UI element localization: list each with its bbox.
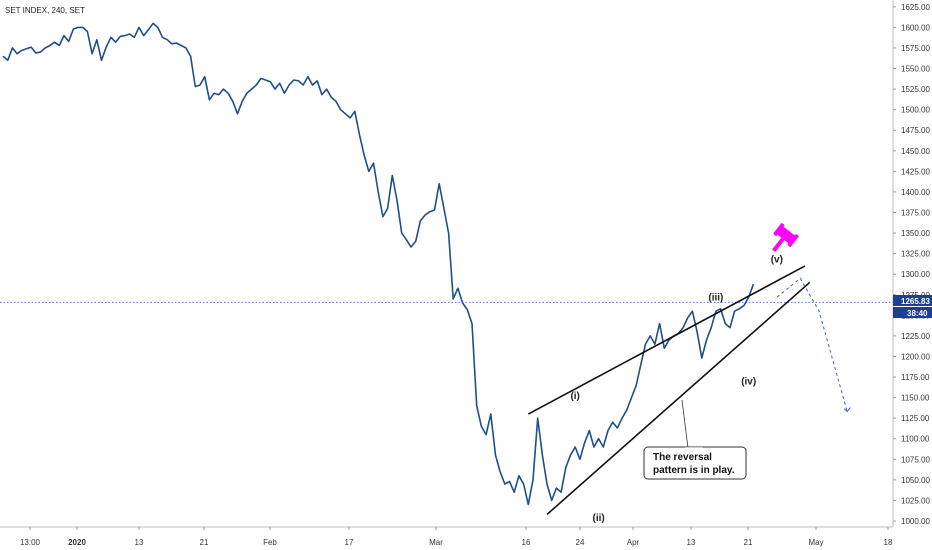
x-tick-label: 13 xyxy=(135,538,144,547)
countdown-label: 38:40 xyxy=(907,309,928,318)
callout-line-2: pattern is in play. xyxy=(653,465,735,476)
x-tick-label: 13 xyxy=(687,538,696,547)
y-tick-label: 1300.00 xyxy=(901,270,930,279)
y-tick-label: 1225.00 xyxy=(901,332,930,341)
x-tick-label: 2020 xyxy=(68,538,86,547)
y-tick-label: 1000.00 xyxy=(901,517,930,526)
x-tick-label: May xyxy=(808,538,823,547)
y-tick-label: 1550.00 xyxy=(901,65,930,74)
wave-label: (ii) xyxy=(593,513,605,524)
x-tick-label: Mar xyxy=(429,538,443,547)
x-tick-label: 21 xyxy=(200,538,209,547)
y-tick-label: 1500.00 xyxy=(901,106,930,115)
callout-box: The reversal pattern is in play. xyxy=(643,399,747,480)
projection-arrowhead xyxy=(843,407,851,413)
x-tick-label: 21 xyxy=(744,538,753,547)
x-tick-label: 18 xyxy=(884,538,893,547)
y-tick-label: 1200.00 xyxy=(901,352,930,361)
wave-label: (v) xyxy=(771,255,783,266)
y-tick-label: 1100.00 xyxy=(901,435,930,444)
y-tick-label: 1525.00 xyxy=(901,85,930,94)
x-tick-label: 24 xyxy=(576,538,585,547)
y-tick-label: 1150.00 xyxy=(901,394,930,403)
y-tick-label: 1350.00 xyxy=(901,229,930,238)
y-tick-label: 1075.00 xyxy=(901,455,930,464)
y-tick-label: 1050.00 xyxy=(901,476,930,485)
x-tick-label: 16 xyxy=(522,538,531,547)
projection-path xyxy=(776,277,848,412)
trendline-lower xyxy=(546,281,811,516)
gavel-icon xyxy=(772,223,799,252)
trendline-upper xyxy=(527,265,806,415)
y-tick-label: 1400.00 xyxy=(901,188,930,197)
y-tick-label: 1625.00 xyxy=(901,3,930,12)
y-tick-label: 1125.00 xyxy=(901,414,930,423)
y-tick-label: 1475.00 xyxy=(901,126,930,135)
price-badges: 1265.83 38:40 xyxy=(893,295,932,318)
y-tick-label: 1450.00 xyxy=(901,147,930,156)
y-tick-label: 1425.00 xyxy=(901,167,930,176)
x-tick-label: Apr xyxy=(627,538,640,547)
time-axis: 13:00 2020 13 21 Feb 17 Mar 16 24 Apr 13 21 May 18 xyxy=(0,526,893,547)
y-tick-label: 1575.00 xyxy=(901,44,930,53)
price-line xyxy=(2,22,755,506)
wave-label: (iv) xyxy=(741,376,756,387)
chart-title: SET INDEX, 240, SET xyxy=(5,6,85,15)
y-tick-label: 1025.00 xyxy=(901,496,930,505)
price-series xyxy=(2,22,755,506)
x-tick-label: 17 xyxy=(345,538,354,547)
wave-label: (i) xyxy=(570,391,579,402)
x-tick-label: 13:00 xyxy=(20,538,41,547)
annotations: The reversal pattern is in play. (i) (ii)… xyxy=(527,223,851,524)
wave-label: (iii) xyxy=(708,293,723,304)
last-price-label: 1265.83 xyxy=(901,297,930,306)
callout-line-1: The reversal xyxy=(653,452,712,463)
y-tick-label: 1175.00 xyxy=(901,373,930,382)
y-tick-label: 1600.00 xyxy=(901,23,930,32)
x-tick-label: Feb xyxy=(263,538,277,547)
y-tick-label: 1325.00 xyxy=(901,250,930,259)
y-tick-label: 1375.00 xyxy=(901,208,930,217)
price-axis: 1000.00 1025.00 1050.00 1075.00 1100.00 1125.… xyxy=(0,0,930,527)
